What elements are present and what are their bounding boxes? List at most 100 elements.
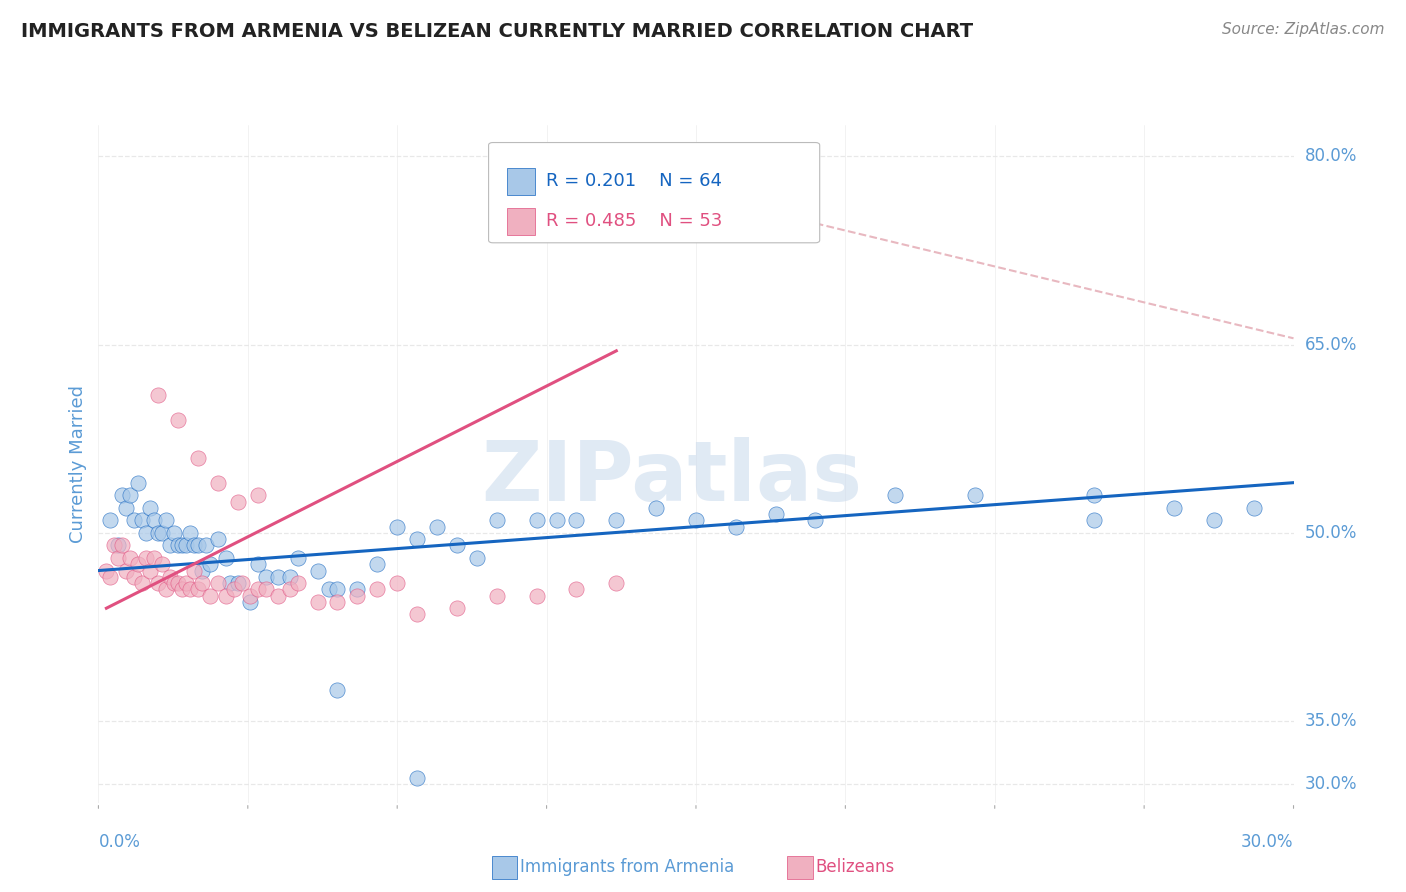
Point [198,589,221,603]
Text: R = 0.201    N = 64: R = 0.201 N = 64 [546,172,723,190]
Point [167,576,190,591]
Text: Belizeans: Belizeans [815,858,894,876]
Point [565,513,588,527]
Point [215,551,238,566]
Point [222,582,245,597]
Point [98,513,122,527]
Point [135,551,157,566]
Point [215,589,238,603]
Y-axis label: Currently Married: Currently Married [69,384,87,543]
Point [1163,500,1185,515]
Point [246,582,269,597]
Text: 30.0%: 30.0% [1305,775,1357,793]
Point [254,570,277,584]
Point [406,532,429,546]
Text: R = 0.485    N = 53: R = 0.485 N = 53 [546,212,723,230]
Point [485,513,508,527]
Point [159,538,181,552]
Point [546,513,568,527]
Point [150,525,173,540]
Point [267,589,290,603]
Text: 80.0%: 80.0% [1305,147,1357,165]
Point [406,771,429,785]
Point [385,519,409,533]
Text: 65.0%: 65.0% [1305,335,1357,353]
Point [191,564,214,578]
Point [163,576,186,591]
Point [645,500,668,515]
Point [115,564,138,578]
Point [127,558,149,572]
Point [1083,513,1105,527]
Point [148,525,170,540]
Point [187,450,209,465]
Point [385,576,409,591]
Point [120,551,142,566]
Point [107,538,129,552]
Point [565,582,588,597]
Point [124,570,146,584]
Point [148,576,170,591]
Point [307,564,329,578]
Point [804,513,827,527]
Point [115,500,138,515]
Point [226,576,249,591]
Point [150,558,173,572]
Point [120,488,142,502]
Point [267,570,290,584]
Point [96,564,118,578]
Point [605,513,627,527]
Point [187,538,209,552]
Point [366,558,388,572]
Point [198,558,221,572]
Point [1243,500,1265,515]
Point [254,582,277,597]
Point [124,513,146,527]
Point [174,576,197,591]
Point [187,582,209,597]
Point [239,595,262,609]
Point [139,564,162,578]
Point [426,519,449,533]
Point [239,589,262,603]
Point [326,582,349,597]
Point [167,413,190,427]
Text: 35.0%: 35.0% [1305,712,1357,731]
Point [163,525,186,540]
Point [318,582,340,597]
Point [103,538,125,552]
Point [139,500,162,515]
Point [1083,488,1105,502]
Text: Source: ZipAtlas.com: Source: ZipAtlas.com [1222,22,1385,37]
Point [155,513,177,527]
Point [131,513,153,527]
Text: IMMIGRANTS FROM ARMENIA VS BELIZEAN CURRENTLY MARRIED CORRELATION CHART: IMMIGRANTS FROM ARMENIA VS BELIZEAN CURR… [21,22,973,41]
Point [98,570,122,584]
Point [526,589,548,603]
Point [485,589,508,603]
Point [107,551,129,566]
Point [226,494,249,508]
Point [366,582,388,597]
Point [685,513,707,527]
Point [526,513,548,527]
Point [174,538,197,552]
Point [219,576,242,591]
Point [278,582,301,597]
Point [127,475,149,490]
Point [155,582,177,597]
Point [724,519,747,533]
Point [179,582,201,597]
Point [765,507,787,521]
Point [884,488,907,502]
Point [172,538,194,552]
Point [159,570,181,584]
Point [465,551,488,566]
Point [207,475,229,490]
Point [963,488,986,502]
Text: 0.0%: 0.0% [98,833,141,851]
Point [326,682,349,697]
Point [326,595,349,609]
Point [287,551,309,566]
Point [148,388,170,402]
